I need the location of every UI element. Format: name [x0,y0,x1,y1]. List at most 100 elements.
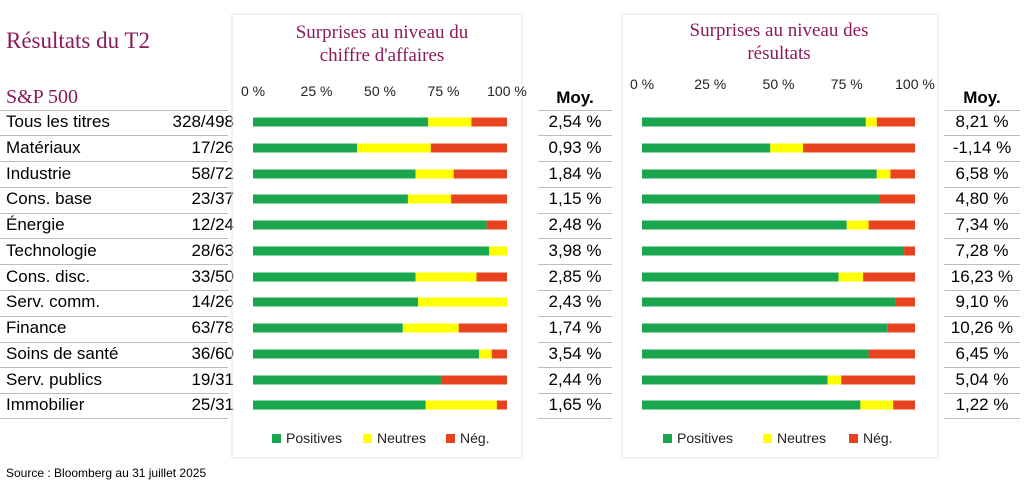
row-divider [0,264,228,265]
legend-swatch [663,434,672,443]
row-divider [0,110,228,111]
bar-negative [868,220,915,230]
row-divider [0,367,228,368]
average-value: -1,14 % [952,138,1012,157]
average-value: 2,54 % [548,112,602,131]
x-tick-label: 75 % [428,83,460,99]
sector-name: Tous les titres [6,112,110,131]
chart-frame [231,13,523,459]
x-tick-label: 75 % [831,76,863,92]
sector-name: Matériaux [6,138,81,157]
average-value: 2,48 % [548,215,602,234]
bar-neutral [428,117,472,127]
average-value: 8,21 % [955,112,1009,131]
bar-positive [642,272,839,282]
average-value: 2,85 % [548,267,602,286]
panel-title-line: chiffre d'affaires [319,45,445,66]
bar-positive [253,143,358,153]
bar-negative [476,272,507,282]
average-row-divider [944,238,1020,239]
bar-neutral [425,400,497,410]
bar-negative [451,194,507,204]
sector-ratio: 14/26 [191,292,234,311]
bar-positive [642,323,888,333]
average-value: 3,54 % [548,344,602,363]
average-value: 5,04 % [955,370,1009,389]
bar-neutral [489,246,507,256]
row-divider [0,238,228,239]
sector-ratio: 63/78 [191,318,234,337]
bar-neutral [415,272,477,282]
bar-neutral [827,375,842,385]
average-row-divider [538,161,612,162]
bar-negative [887,323,915,333]
average-value: 16,23 % [950,267,1014,286]
bar-neutral [770,143,804,153]
average-value: 9,10 % [955,292,1009,311]
sector-ratio: 25/31 [191,395,234,414]
average-value: 10,26 % [950,318,1014,337]
bar-negative [893,400,915,410]
bar-positive [253,400,426,410]
page-title: Résultats du T2 [6,28,150,53]
row-divider [0,418,228,419]
sector-ratio: 36/60 [191,344,234,363]
x-tick-label: 100 % [895,76,935,92]
panel-title-line: Surprises au niveau des [689,20,869,41]
average-row-divider [538,213,612,214]
average-row-divider [944,264,1020,265]
bar-negative [890,169,915,179]
bar-positive [642,375,828,385]
bar-negative [803,143,915,153]
legend-swatch [763,434,772,443]
sector-name: Finance [6,318,67,337]
average-row-divider [944,213,1020,214]
average-row-divider [944,418,1020,419]
average-row-divider [944,135,1020,136]
average-row-divider [538,290,612,291]
average-row-divider [538,238,612,239]
average-row-divider [944,367,1020,368]
sector-name: Industrie [6,164,72,183]
chart-frame [621,13,939,459]
chart-legend: Positives Neutres Nég. [272,430,490,446]
average-value: 7,28 % [955,241,1009,260]
bar-negative [868,349,915,359]
x-tick-label: 25 % [301,83,333,99]
bar-neutral [860,400,894,410]
bar-neutral [876,169,891,179]
bar-negative [904,246,915,256]
sector-ratio: 17/26 [191,138,234,157]
row-divider [0,161,228,162]
bar-neutral [357,143,431,153]
average-row-divider [538,418,612,419]
average-row-divider [944,393,1020,394]
bar-positive [253,169,416,179]
bar-negative [453,169,507,179]
bar-positive [253,375,441,385]
bar-negative [471,117,507,127]
average-row-divider [944,342,1020,343]
average-value: 6,58 % [955,164,1009,183]
bar-negative [841,375,915,385]
sector-ratio: 328/498 [172,112,234,131]
x-tick-label: 0 % [630,76,654,92]
bar-negative [496,400,507,410]
legend-swatch [446,434,455,443]
bar-negative [876,117,915,127]
average-row-divider [538,264,612,265]
average-row-divider [944,110,1020,111]
average-value: 1,65 % [548,395,602,414]
sector-ratio: 23/37 [191,189,234,208]
sector-ratio: 28/63 [191,241,234,260]
panel-title-line: résultats [747,43,811,64]
average-row-divider [944,316,1020,317]
average-value: 2,43 % [548,292,602,311]
bar-negative [430,143,507,153]
sector-ratio: 58/72 [191,164,234,183]
sector-name: Technologie [6,241,97,260]
sector-name: Serv. publics [6,370,103,389]
average-row-divider [538,367,612,368]
